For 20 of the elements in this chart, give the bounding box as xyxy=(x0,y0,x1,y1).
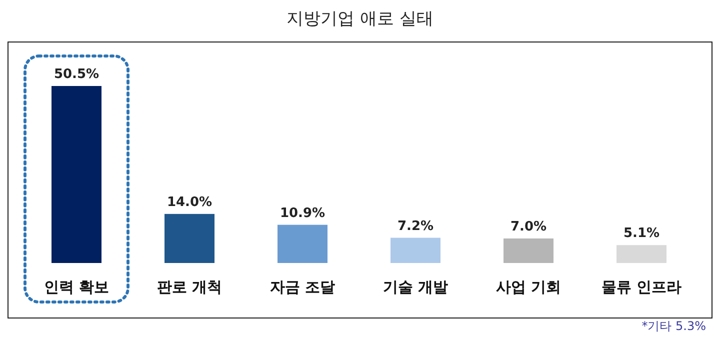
x-tick-label: 사업 기회 xyxy=(496,278,562,296)
x-tick-label: 인력 확보 xyxy=(44,278,110,296)
chart-title: 지방기업 애로 실태 xyxy=(286,9,434,29)
bar xyxy=(164,214,214,263)
bar xyxy=(390,238,440,263)
text: *기타 5.3% xyxy=(642,319,706,333)
data-label: 14.0% xyxy=(166,194,212,210)
x-tick-label: 기술 개발 xyxy=(382,278,448,296)
data-label: 50.5% xyxy=(54,67,100,82)
bar xyxy=(616,245,666,263)
x-tick-label: 물류 인프라 xyxy=(601,278,682,296)
data-label: 5.1% xyxy=(623,226,660,242)
x-tick-label: 판로 개척 xyxy=(156,278,222,296)
data-label: 7.0% xyxy=(510,219,547,234)
bar xyxy=(52,86,102,263)
data-label: 7.2% xyxy=(397,218,434,234)
bar xyxy=(504,238,554,263)
data-label: 10.9% xyxy=(280,206,326,221)
x-tick-label: 자금 조달 xyxy=(270,278,336,296)
bar xyxy=(278,224,328,263)
